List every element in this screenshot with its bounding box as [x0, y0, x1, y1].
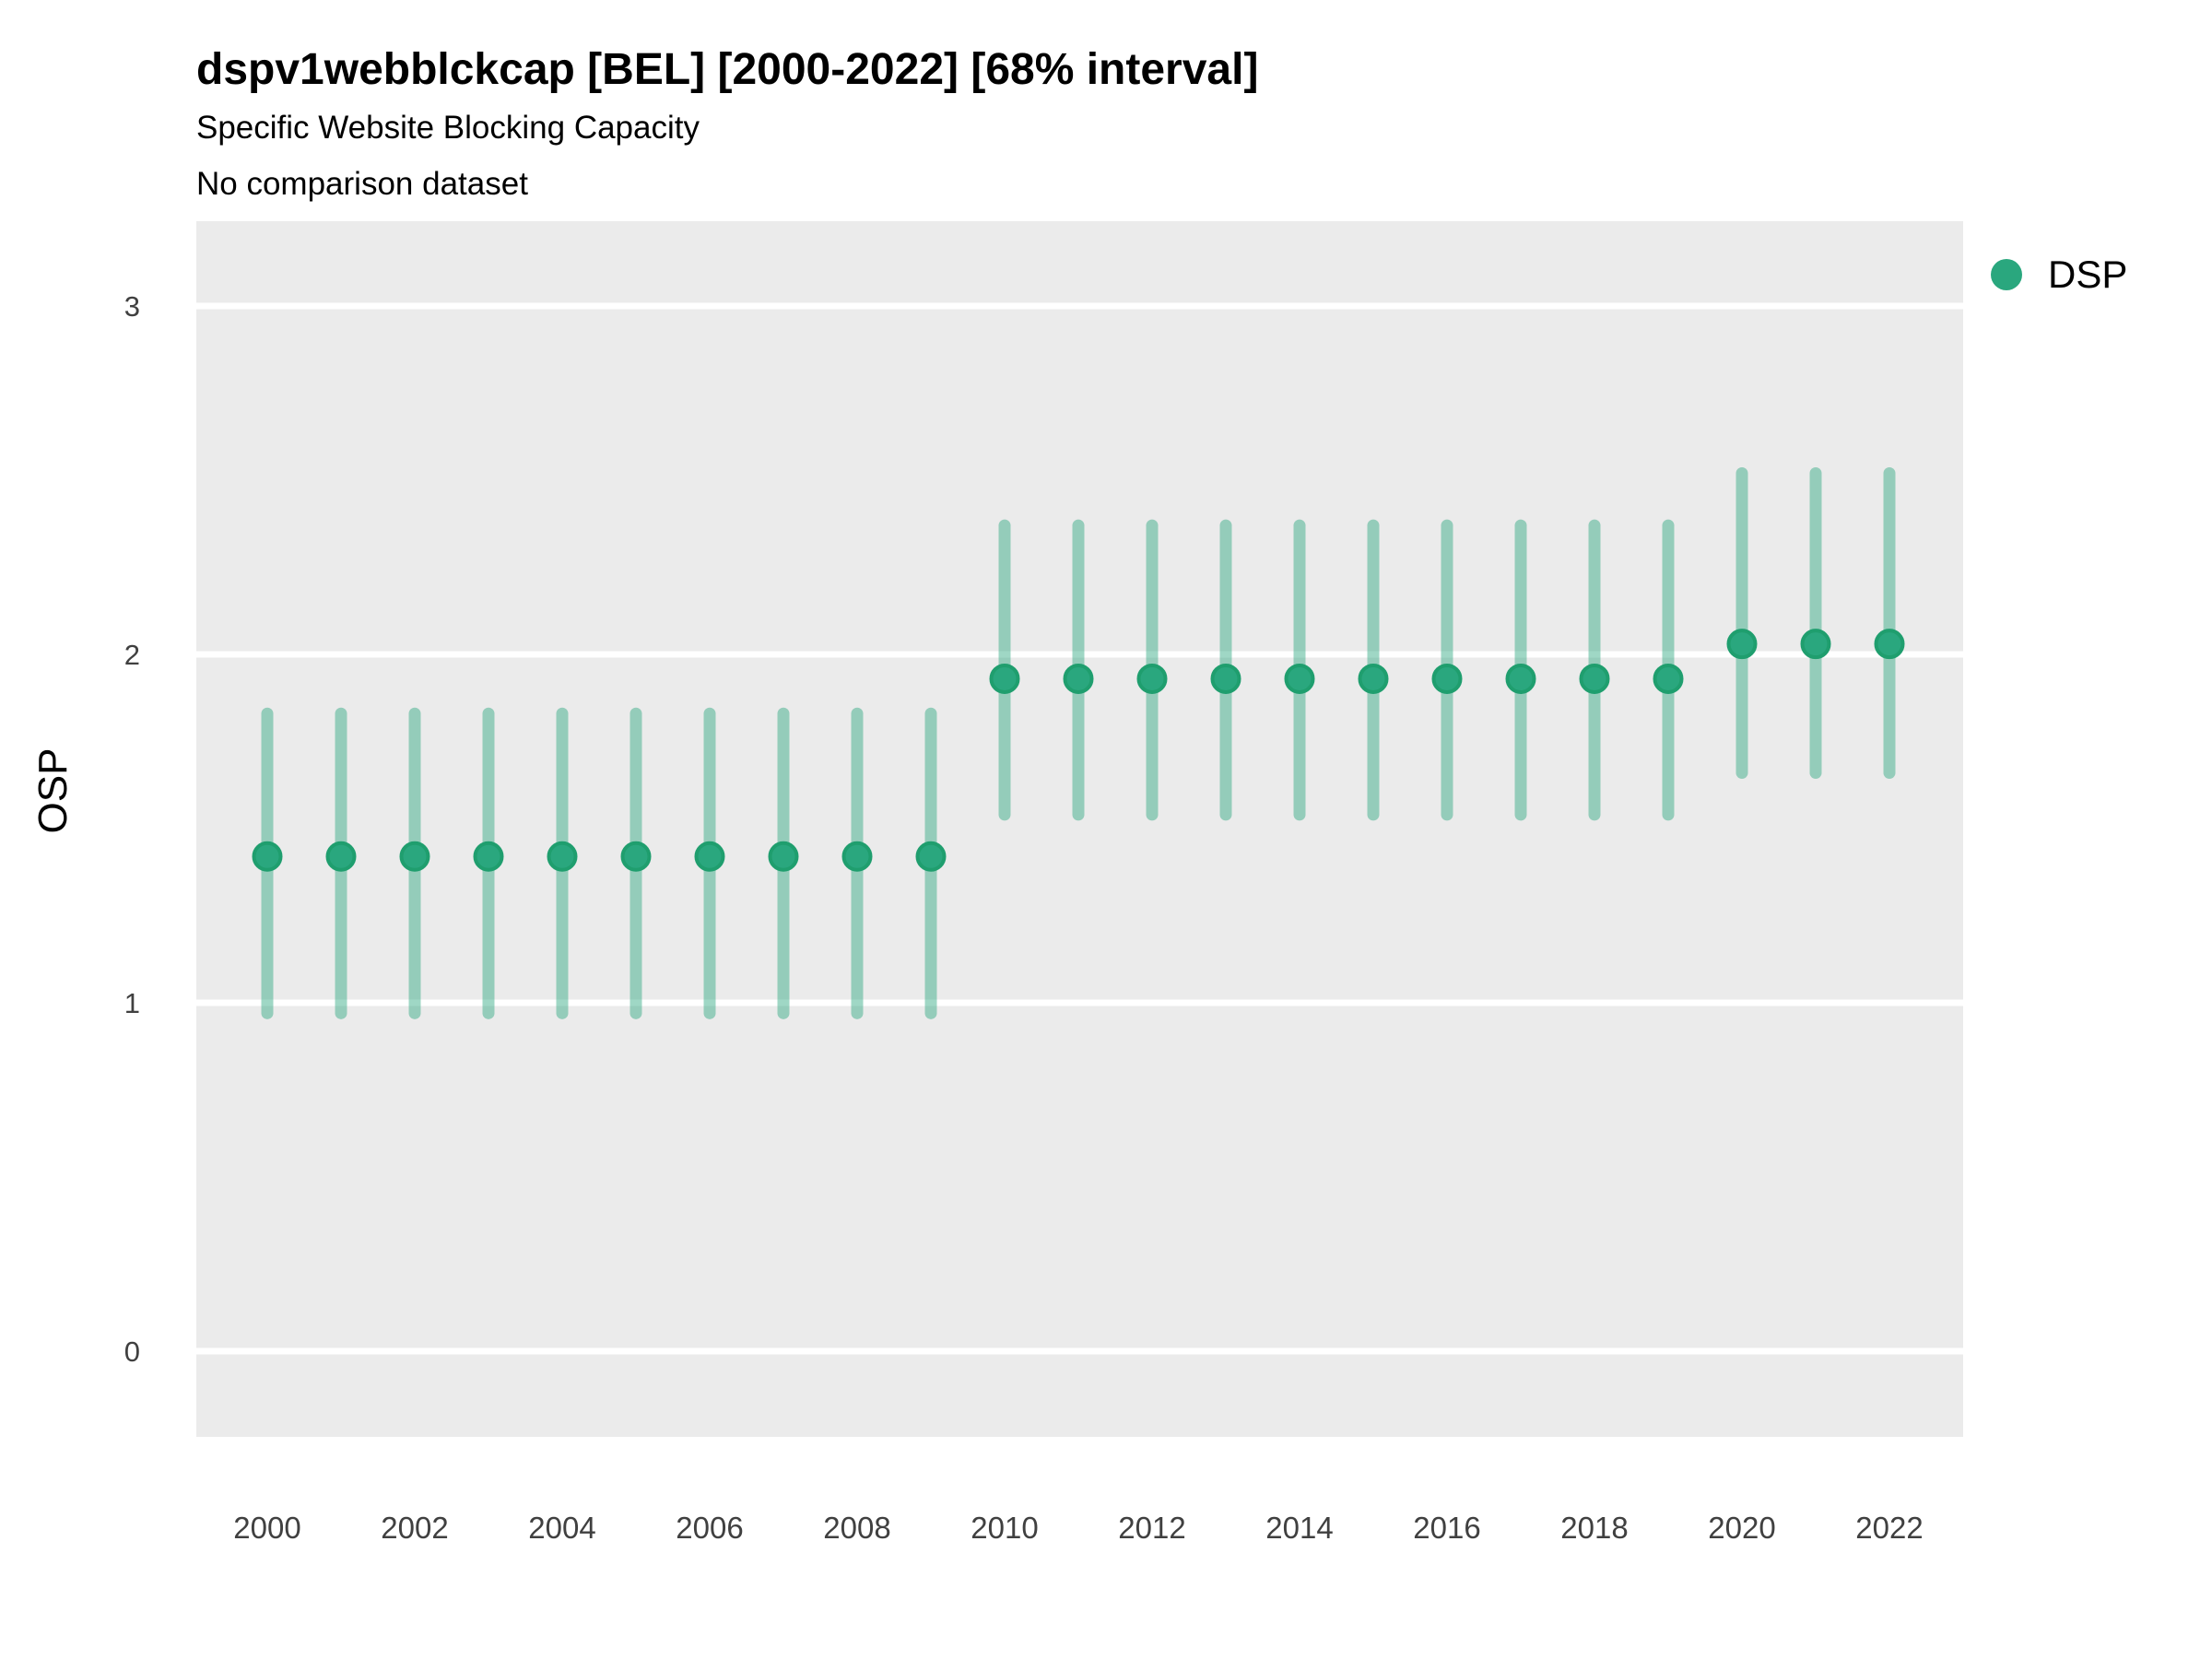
x-tick-label-2000: 2000: [233, 1511, 300, 1545]
point-2008: [841, 841, 873, 872]
x-tick-label-2014: 2014: [1265, 1511, 1333, 1545]
x-tick-label-2006: 2006: [676, 1511, 743, 1545]
y-tick-label-2: 2: [124, 639, 140, 671]
point-2003: [473, 841, 504, 872]
point-2005: [620, 841, 652, 872]
point-2014: [1284, 663, 1315, 694]
point-2013: [1210, 663, 1241, 694]
x-tick-label-2020: 2020: [1708, 1511, 1775, 1545]
legend: DSP: [1991, 255, 2127, 294]
point-2015: [1358, 663, 1389, 694]
point-2019: [1653, 663, 1684, 694]
y-tick-label-0: 0: [124, 1335, 140, 1368]
point-2002: [399, 841, 430, 872]
point-2009: [915, 841, 947, 872]
chart-subtitle: Specific Website Blocking Capacity: [196, 110, 700, 146]
point-2016: [1431, 663, 1463, 694]
x-tick-label-2016: 2016: [1413, 1511, 1480, 1545]
point-2006: [694, 841, 725, 872]
comparison-note: No comparison dataset: [196, 166, 528, 202]
point-2001: [325, 841, 357, 872]
point-2021: [1800, 629, 1831, 660]
y-tick-label-3: 3: [124, 290, 140, 323]
legend-dsp-label: DSP: [2048, 253, 2128, 296]
x-tick-label-2012: 2012: [1118, 1511, 1185, 1545]
point-2007: [768, 841, 799, 872]
legend-dsp-marker-icon: [1991, 259, 2022, 290]
point-2017: [1505, 663, 1536, 694]
x-tick-label-2002: 2002: [381, 1511, 448, 1545]
point-2022: [1874, 629, 1905, 660]
point-2010: [989, 663, 1020, 694]
panel-background: [196, 221, 1963, 1437]
chart-title: dspv1webblckcap [BEL] [2000-2022] [68% i…: [196, 45, 1259, 94]
point-2018: [1579, 663, 1610, 694]
point-2011: [1063, 663, 1094, 694]
x-tick-label-2008: 2008: [823, 1511, 890, 1545]
point-2012: [1136, 663, 1168, 694]
y-tick-label-1: 1: [124, 987, 140, 1019]
x-tick-label-2018: 2018: [1560, 1511, 1628, 1545]
point-2020: [1726, 629, 1758, 660]
point-2000: [252, 841, 283, 872]
x-tick-label-2010: 2010: [971, 1511, 1038, 1545]
point-2004: [547, 841, 578, 872]
x-tick-label-2004: 2004: [528, 1511, 595, 1545]
x-tick-label-2022: 2022: [1855, 1511, 1923, 1545]
